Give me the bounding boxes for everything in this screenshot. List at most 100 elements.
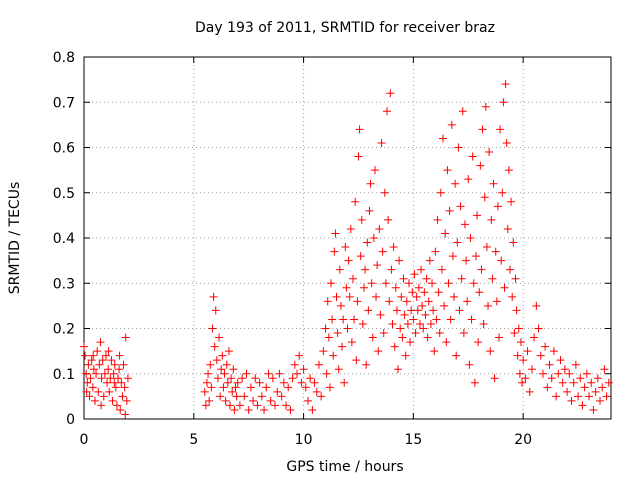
data-point (543, 383, 552, 392)
data-point (600, 365, 609, 374)
data-point (560, 365, 569, 374)
data-point (458, 107, 467, 116)
data-point (414, 283, 423, 292)
data-point (346, 224, 355, 233)
data-point (342, 283, 351, 292)
data-point (121, 333, 130, 342)
data-point (231, 383, 240, 392)
data-point (208, 324, 217, 333)
data-point (473, 211, 482, 220)
data-point (381, 279, 390, 288)
data-point (365, 206, 374, 215)
data-point (415, 319, 424, 328)
data-point (120, 383, 129, 392)
data-point (357, 215, 366, 224)
data-point (82, 387, 91, 396)
data-point (211, 306, 220, 315)
data-point (327, 279, 336, 288)
data-point (295, 351, 304, 360)
data-point (344, 256, 353, 265)
data-point (547, 374, 556, 383)
data-point (495, 333, 504, 342)
data-point (507, 197, 516, 206)
data-point (392, 306, 401, 315)
data-point (358, 319, 367, 328)
data-point (253, 401, 262, 410)
data-point (227, 374, 236, 383)
x-tick-label: 15 (404, 432, 422, 448)
data-point (122, 396, 131, 405)
data-point (576, 374, 585, 383)
data-point (380, 188, 389, 197)
data-point (480, 193, 489, 202)
data-point (103, 378, 112, 387)
data-point (409, 315, 418, 324)
data-point (97, 374, 106, 383)
data-point (213, 374, 222, 383)
x-axis-label: GPS time / hours (286, 459, 403, 475)
data-point (273, 387, 282, 396)
data-point (475, 288, 484, 297)
data-point (493, 202, 502, 211)
data-point (467, 315, 476, 324)
data-point (89, 351, 98, 360)
data-point (312, 387, 321, 396)
data-point (301, 383, 310, 392)
data-point (336, 301, 345, 310)
y-tick-label: 0.2 (53, 322, 75, 338)
data-point (324, 333, 333, 342)
data-point (574, 392, 583, 401)
data-point (282, 401, 291, 410)
data-point (341, 243, 350, 252)
data-point (290, 360, 299, 369)
data-point (110, 360, 119, 369)
x-tick-label: 0 (80, 432, 89, 448)
data-point (119, 360, 128, 369)
data-point (477, 265, 486, 274)
data-point (496, 125, 505, 134)
data-point (90, 396, 99, 405)
data-point (101, 351, 110, 360)
data-point (532, 301, 541, 310)
data-point (89, 365, 98, 374)
data-point (306, 374, 315, 383)
data-point (246, 383, 255, 392)
data-point (509, 238, 518, 247)
data-point (489, 179, 498, 188)
data-point (321, 324, 330, 333)
data-point (449, 292, 458, 301)
data-point (499, 98, 508, 107)
data-point (508, 292, 517, 301)
data-point (251, 374, 260, 383)
data-point (249, 396, 258, 405)
data-point (452, 351, 461, 360)
data-point (478, 125, 487, 134)
data-point (462, 256, 471, 265)
data-point (297, 378, 306, 387)
y-tick-label: 0.6 (53, 141, 75, 157)
data-point (446, 315, 455, 324)
data-point (504, 166, 513, 175)
data-point (204, 369, 213, 378)
data-point (580, 383, 589, 392)
data-point (563, 387, 572, 396)
data-point (459, 329, 468, 338)
y-axis-label: SRMTID / TECUs (7, 182, 23, 295)
data-point (238, 374, 247, 383)
data-point (339, 315, 348, 324)
data-point (355, 125, 364, 134)
data-point (513, 351, 522, 360)
data-point (240, 392, 249, 401)
data-point (593, 374, 602, 383)
data-point (255, 378, 264, 387)
data-point (387, 265, 396, 274)
data-point (569, 378, 578, 387)
data-point (104, 365, 113, 374)
data-point (451, 179, 460, 188)
data-point (354, 152, 363, 161)
data-point (329, 351, 338, 360)
data-point (516, 338, 525, 347)
data-point (220, 369, 229, 378)
x-tick-label: 20 (514, 432, 532, 448)
data-point (109, 369, 118, 378)
